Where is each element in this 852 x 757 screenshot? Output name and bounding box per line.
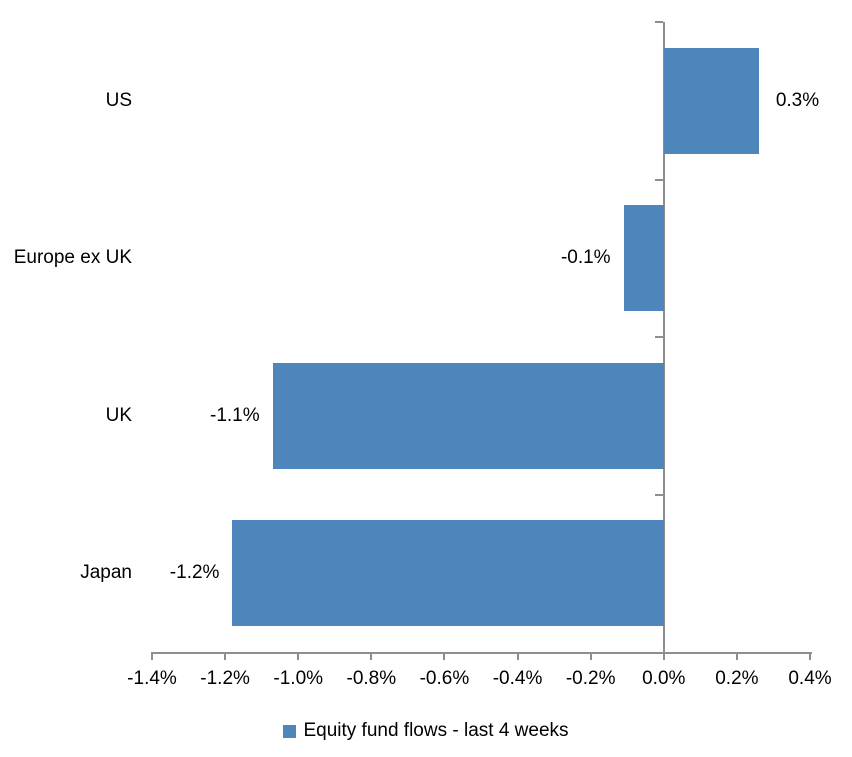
x-axis-tick bbox=[224, 652, 227, 660]
bar bbox=[272, 362, 664, 469]
x-tick-label: -0.2% bbox=[565, 668, 616, 689]
x-axis-tick bbox=[809, 652, 811, 660]
bar bbox=[663, 47, 759, 154]
bar bbox=[623, 205, 664, 312]
x-tick-label: -0.6% bbox=[419, 668, 470, 689]
category-label: UK bbox=[105, 404, 132, 426]
x-tick-label: 0.2% bbox=[715, 668, 759, 689]
category-label: Japan bbox=[80, 562, 132, 584]
category-axis-tick bbox=[654, 336, 663, 338]
category-label: US bbox=[105, 89, 132, 111]
x-tick-label: 0.4% bbox=[788, 668, 832, 689]
x-axis-line bbox=[152, 652, 812, 654]
category-axis-tick bbox=[654, 178, 663, 181]
data-label: 0.3% bbox=[775, 89, 820, 111]
category-axis-tick bbox=[654, 493, 663, 496]
x-tick-label: -1.4% bbox=[127, 668, 177, 689]
x-tick-label: -1.2% bbox=[200, 668, 250, 689]
category-label: Europe ex UK bbox=[13, 247, 132, 269]
legend-label: Equity fund flows - last 4 weeks bbox=[303, 720, 569, 741]
x-axis-tick bbox=[297, 652, 300, 660]
data-label: -0.1% bbox=[560, 247, 611, 269]
data-label: -1.2% bbox=[169, 562, 220, 584]
x-tick-label: 0.0% bbox=[642, 668, 686, 689]
data-label: -1.1% bbox=[210, 404, 260, 426]
category-axis-line bbox=[662, 22, 665, 660]
x-axis-tick bbox=[589, 652, 592, 660]
x-tick-label: -0.4% bbox=[492, 668, 543, 689]
legend-marker-icon bbox=[283, 724, 297, 738]
x-axis-tick bbox=[662, 652, 665, 660]
x-axis-tick bbox=[516, 652, 519, 660]
category-axis-tick bbox=[654, 21, 663, 23]
x-axis-tick bbox=[443, 652, 446, 660]
x-axis-tick bbox=[370, 652, 373, 660]
bar bbox=[232, 520, 664, 627]
x-tick-label: -1.0% bbox=[273, 668, 324, 689]
legend: Equity fund flows - last 4 weeks bbox=[0, 716, 852, 746]
x-axis-tick bbox=[151, 652, 153, 660]
x-tick-label: -0.8% bbox=[346, 668, 397, 689]
x-axis-tick bbox=[735, 652, 738, 660]
